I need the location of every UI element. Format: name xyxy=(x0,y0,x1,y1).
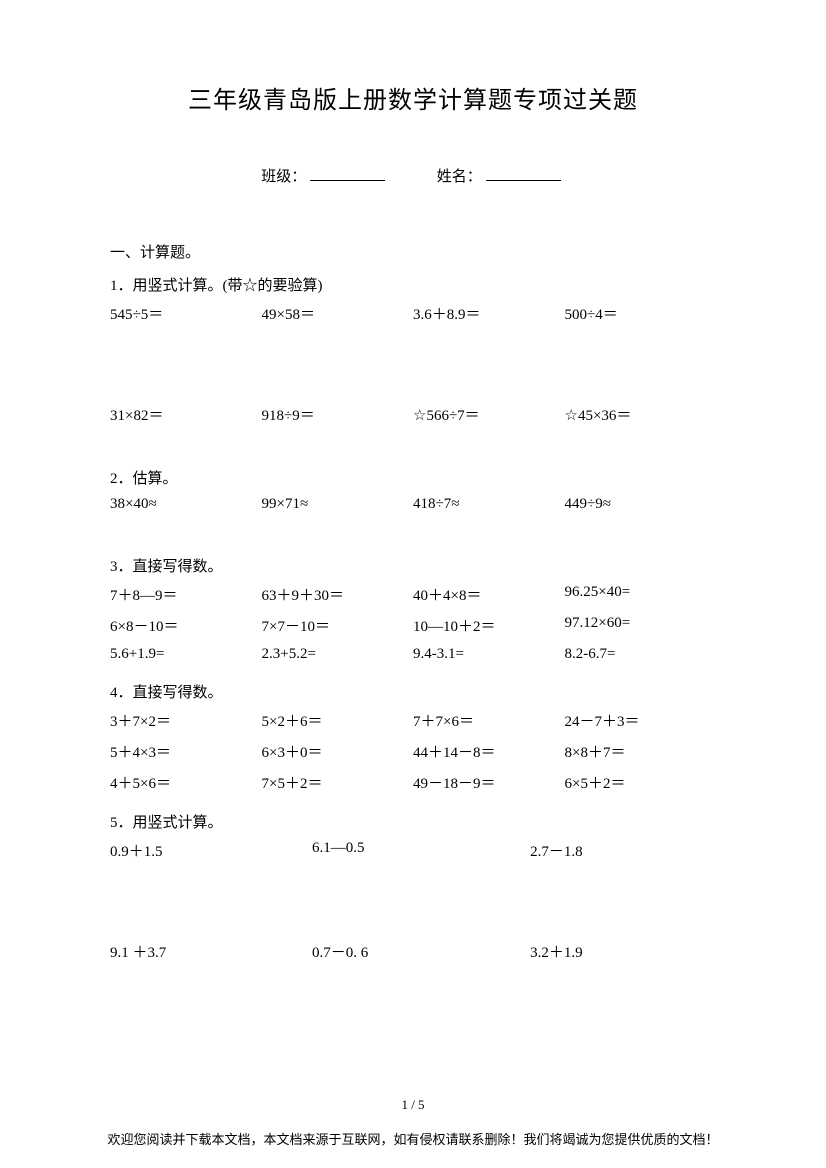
problem-cell: 5×2＋6＝ xyxy=(262,710,414,731)
problem-cell: 418÷7≈ xyxy=(413,496,565,513)
problem-cell: 7×7－10＝ xyxy=(262,615,414,636)
q1-row1: 545÷5＝ 49×58＝ 3.6＋8.9＝ 500÷4＝ xyxy=(110,303,716,324)
problem-cell: 24－7＋3＝ xyxy=(565,710,717,731)
problem-cell: 8×8＋7＝ xyxy=(565,741,717,762)
problem-cell: 918÷9＝ xyxy=(262,404,414,425)
footer-text: 欢迎您阅读并下载本文档，本文档来源于互联网，如有侵权请联系删除！我们将竭诚为您提… xyxy=(0,1129,826,1148)
problem-cell: 40＋4×8＝ xyxy=(413,584,565,605)
q5-header: 5．用竖式计算。 xyxy=(110,811,716,832)
problem-cell: 7＋8—9＝ xyxy=(110,584,262,605)
problem-cell: 9.1 ＋3.7 xyxy=(110,941,312,962)
problem-cell: 97.12×60= xyxy=(565,615,717,636)
problem-cell: 3.2＋1.9 xyxy=(530,941,712,962)
problem-cell: 545÷5＝ xyxy=(110,303,262,324)
q3-header: 3．直接写得数。 xyxy=(110,555,716,576)
q4-row2: 5＋4×3＝ 6×3＋0＝ 44＋14－8＝ 8×8＋7＝ xyxy=(110,741,716,762)
name-blank xyxy=(486,180,561,181)
problem-cell: 10—10＋2＝ xyxy=(413,615,565,636)
problem-cell: 0.9＋1.5 xyxy=(110,840,312,861)
problem-cell: 5＋4×3＝ xyxy=(110,741,262,762)
student-info-line: 班级： 姓名： xyxy=(110,165,716,186)
problem-cell: 449÷9≈ xyxy=(565,496,717,513)
problem-cell: 3＋7×2＝ xyxy=(110,710,262,731)
q5-row2: 9.1 ＋3.7 0.7－0. 6 3.2＋1.9 xyxy=(110,941,716,962)
q3-row1: 7＋8—9＝ 63＋9＋30＝ 40＋4×8＝ 96.25×40= xyxy=(110,584,716,605)
problem-cell: 6×3＋0＝ xyxy=(262,741,414,762)
q1-row2: 31×82＝ 918÷9＝ ☆566÷7＝ ☆45×36＝ xyxy=(110,404,716,425)
problem-cell: 63＋9＋30＝ xyxy=(262,584,414,605)
q4-row3: 4＋5×6＝ 7×5＋2＝ 49－18－9＝ 6×5＋2＝ xyxy=(110,772,716,793)
class-blank xyxy=(310,180,385,181)
problem-cell: 4＋5×6＝ xyxy=(110,772,262,793)
problem-cell: 5.6+1.9= xyxy=(110,646,262,663)
problem-cell: 7＋7×6＝ xyxy=(413,710,565,731)
problem-cell: 99×71≈ xyxy=(262,496,414,513)
problem-cell: ☆566÷7＝ xyxy=(413,404,565,425)
class-label: 班级： xyxy=(261,169,306,185)
q2-header: 2．估算。 xyxy=(110,467,716,488)
q3-row2: 6×8－10＝ 7×7－10＝ 10—10＋2＝ 97.12×60= xyxy=(110,615,716,636)
problem-cell: 96.25×40= xyxy=(565,584,717,605)
problem-cell: 6.1—0.5 xyxy=(312,840,530,861)
problem-cell: 6×8－10＝ xyxy=(110,615,262,636)
problem-cell: 49×58＝ xyxy=(262,303,414,324)
name-label: 姓名： xyxy=(437,169,482,185)
q4-row1: 3＋7×2＝ 5×2＋6＝ 7＋7×6＝ 24－7＋3＝ xyxy=(110,710,716,731)
q2-row1: 38×40≈ 99×71≈ 418÷7≈ 449÷9≈ xyxy=(110,496,716,513)
problem-cell: 6×5＋2＝ xyxy=(565,772,717,793)
page-number: 1 / 5 xyxy=(0,1097,826,1113)
problem-cell: 9.4-3.1= xyxy=(413,646,565,663)
q3-row3: 5.6+1.9= 2.3+5.2= 9.4-3.1= 8.2-6.7= xyxy=(110,646,716,663)
problem-cell: 49－18－9＝ xyxy=(413,772,565,793)
problem-cell: 500÷4＝ xyxy=(565,303,717,324)
problem-cell: 3.6＋8.9＝ xyxy=(413,303,565,324)
problem-cell: 7×5＋2＝ xyxy=(262,772,414,793)
problem-cell: 8.2-6.7= xyxy=(565,646,717,663)
problem-cell: 31×82＝ xyxy=(110,404,262,425)
q5-row1: 0.9＋1.5 6.1—0.5 2.7－1.8 xyxy=(110,840,716,861)
problem-cell: ☆45×36＝ xyxy=(565,404,717,425)
section-1-header: 一、计算题。 xyxy=(110,241,716,262)
q4-header: 4．直接写得数。 xyxy=(110,681,716,702)
problem-cell: 0.7－0. 6 xyxy=(312,941,530,962)
page-title: 三年级青岛版上册数学计算题专项过关题 xyxy=(110,80,716,115)
q1-header: 1．用竖式计算。(带☆的要验算) xyxy=(110,274,716,295)
problem-cell: 44＋14－8＝ xyxy=(413,741,565,762)
problem-cell: 38×40≈ xyxy=(110,496,262,513)
problem-cell: 2.3+5.2= xyxy=(262,646,414,663)
problem-cell: 2.7－1.8 xyxy=(530,840,712,861)
